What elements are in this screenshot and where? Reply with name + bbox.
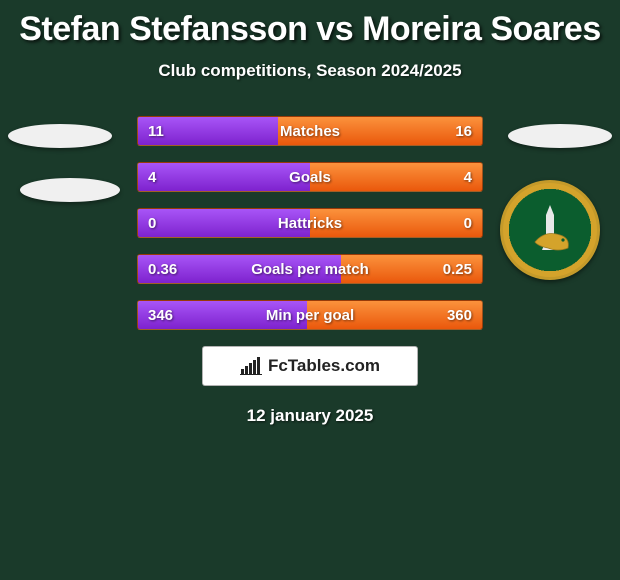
stat-label: Goals (138, 163, 482, 191)
brand-text: FcTables.com (268, 356, 380, 376)
stat-label: Goals per match (138, 255, 482, 283)
stat-value-right: 0 (464, 209, 472, 237)
comparison-subtitle: Club competitions, Season 2024/2025 (0, 61, 620, 81)
stat-row: 4Goals4 (137, 162, 483, 192)
club-logo-right (500, 180, 600, 280)
bar-chart-icon (240, 357, 262, 375)
comparison-title: Stefan Stefansson vs Moreira Soares (0, 0, 620, 49)
brand-badge: FcTables.com (202, 346, 418, 386)
stat-value-right: 360 (447, 301, 472, 329)
snapshot-date: 12 january 2025 (0, 406, 620, 426)
stat-label: Min per goal (138, 301, 482, 329)
stat-label: Hattricks (138, 209, 482, 237)
stat-label: Matches (138, 117, 482, 145)
stat-value-right: 4 (464, 163, 472, 191)
player-ellipse (20, 178, 120, 202)
stat-row: 346Min per goal360 (137, 300, 483, 330)
stat-row: 0Hattricks0 (137, 208, 483, 238)
stat-row: 11Matches16 (137, 116, 483, 146)
stat-value-right: 16 (455, 117, 472, 145)
fish-monument-icon (520, 200, 580, 260)
player-ellipse (8, 124, 112, 148)
stat-value-right: 0.25 (443, 255, 472, 283)
stat-row: 0.36Goals per match0.25 (137, 254, 483, 284)
player-ellipse (508, 124, 612, 148)
